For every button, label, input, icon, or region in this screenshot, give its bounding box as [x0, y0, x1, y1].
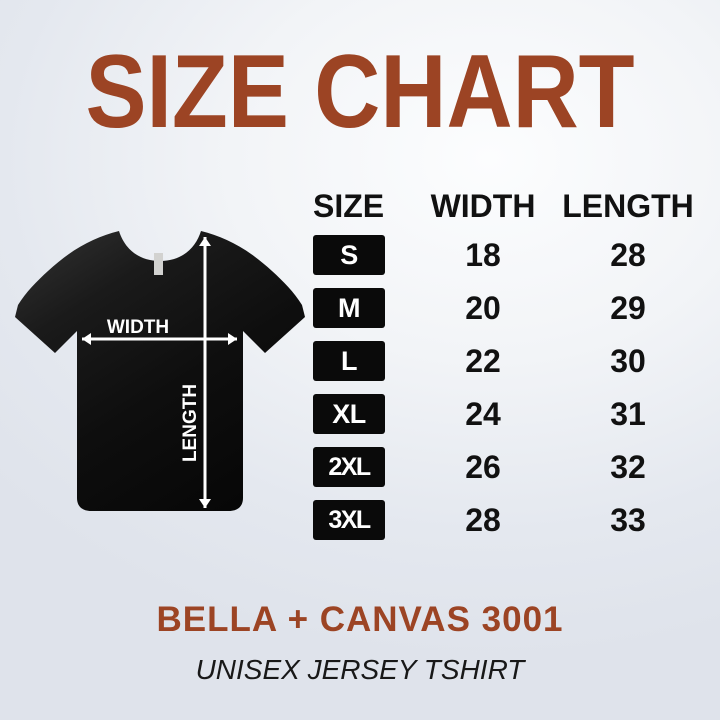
svg-text:WIDTH: WIDTH — [107, 317, 169, 338]
svg-text:LENGTH: LENGTH — [180, 384, 201, 462]
